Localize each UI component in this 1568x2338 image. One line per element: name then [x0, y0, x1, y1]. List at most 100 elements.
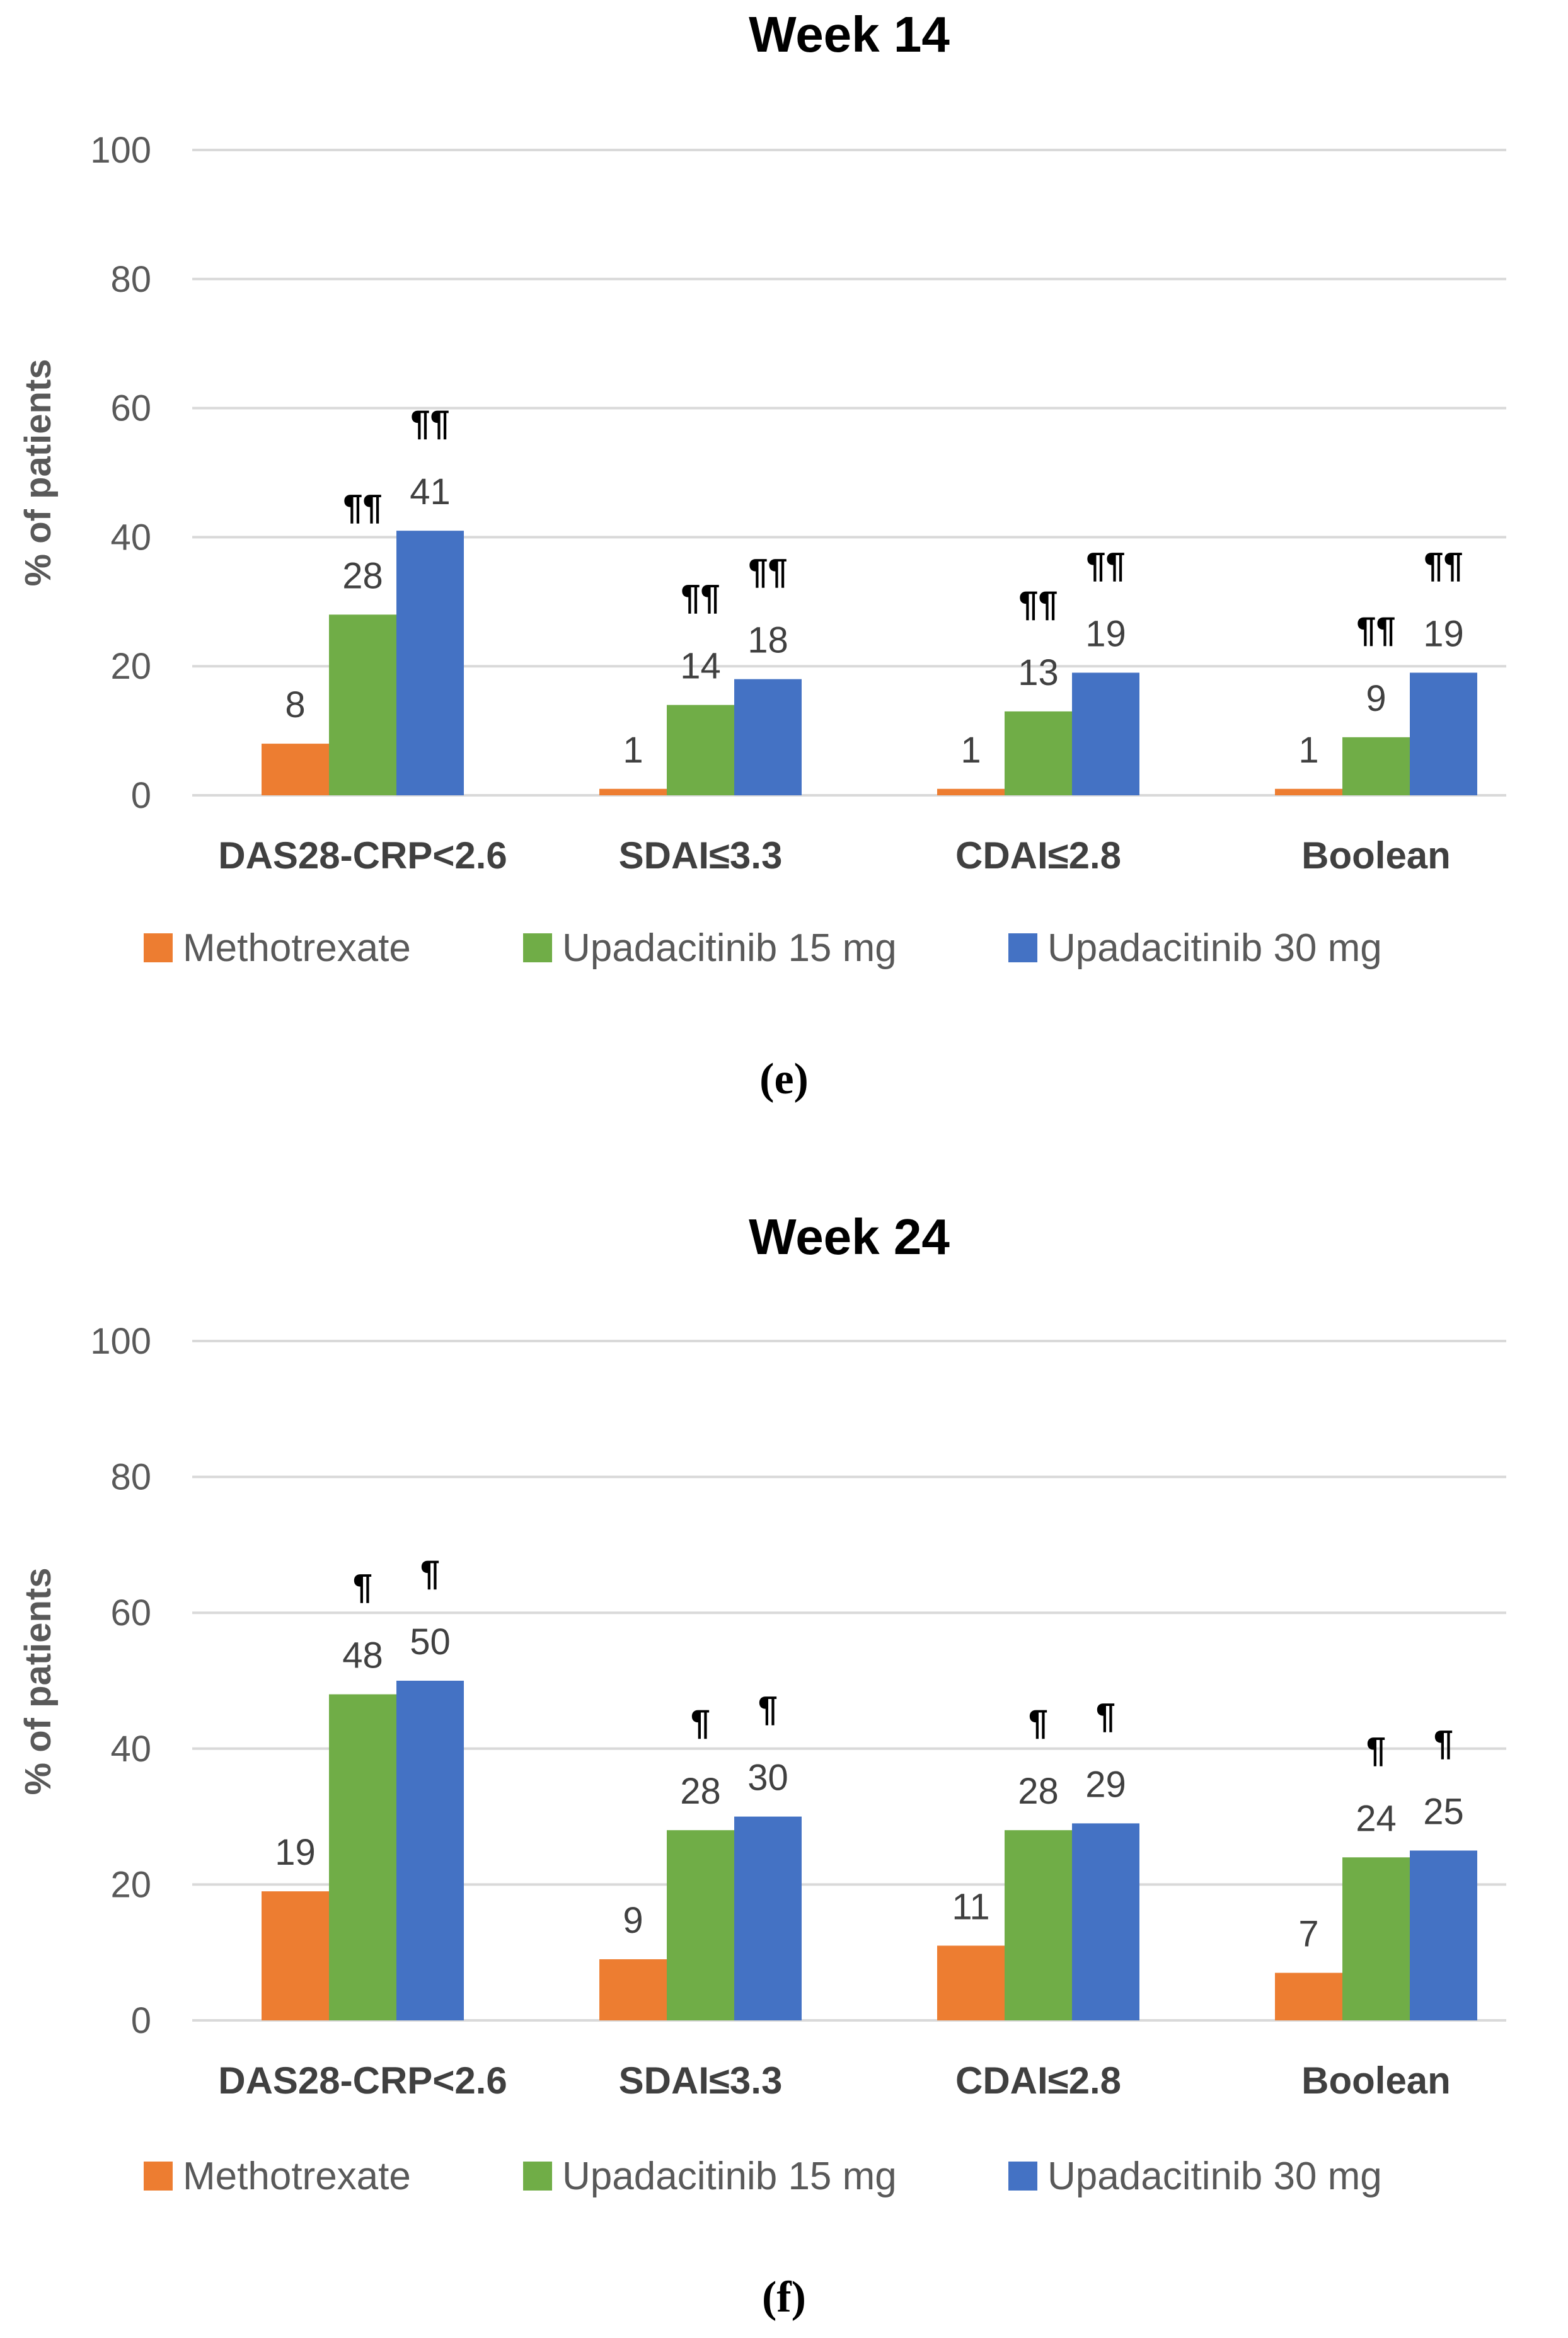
data-label: 50: [410, 1621, 451, 1662]
legend-swatch: [523, 933, 552, 962]
legend-label: Methotrexate: [183, 926, 411, 970]
data-label: 29: [1085, 1764, 1126, 1805]
legend-swatch: [144, 933, 173, 962]
bar-upa30: [1072, 672, 1139, 795]
legend-label: Upadacitinib 15 mg: [562, 2155, 897, 2198]
bar-methotrexate: [262, 1891, 329, 2020]
data-label: 28: [342, 555, 383, 596]
category-label: DAS28-CRP<2.6: [218, 834, 507, 877]
category-label: SDAI≤3.3: [619, 834, 783, 877]
significance-mark: ¶¶: [681, 577, 720, 617]
significance-mark: ¶: [420, 1553, 440, 1592]
data-label: 9: [1366, 678, 1386, 719]
data-label: 9: [623, 1900, 643, 1941]
y-tick-label: 40: [110, 1729, 151, 1770]
data-label: 1: [960, 730, 981, 771]
data-label: 25: [1423, 1792, 1464, 1833]
bar-upa15: [1342, 1857, 1410, 2020]
y-tick-label: 60: [110, 1592, 151, 1633]
data-label: 28: [1018, 1771, 1059, 1812]
significance-mark: ¶: [1029, 1702, 1048, 1742]
y-tick-label: 40: [110, 517, 151, 558]
chart-title: Week 14: [749, 6, 950, 62]
y-tick-label: 100: [90, 130, 151, 171]
bar-upa30: [734, 1816, 802, 2020]
data-label: 28: [680, 1771, 721, 1812]
legend-swatch: [523, 2162, 552, 2191]
category-label: DAS28-CRP<2.6: [218, 2059, 507, 2102]
y-axis-label: % of patients: [18, 359, 59, 587]
significance-mark: ¶¶: [1356, 609, 1395, 649]
bar-methotrexate: [1275, 788, 1342, 795]
bar-upa15: [329, 614, 396, 795]
y-tick-label: 0: [131, 2000, 151, 2041]
significance-mark: ¶: [691, 1702, 710, 1742]
significance-mark: ¶: [1366, 1729, 1386, 1769]
y-tick-label: 80: [110, 1457, 151, 1498]
y-tick-label: 20: [110, 1864, 151, 1905]
significance-mark: ¶¶: [1018, 584, 1058, 623]
chart-title: Week 24: [749, 1209, 950, 1265]
bar-upa30: [396, 531, 464, 795]
significance-mark: ¶¶: [343, 487, 382, 526]
bar-upa15: [1342, 737, 1410, 795]
data-label: 8: [285, 684, 305, 725]
significance-mark: ¶¶: [1424, 544, 1463, 584]
bar-upa30: [396, 1681, 464, 2020]
bar-upa15: [329, 1694, 396, 2020]
y-tick-label: 100: [90, 1321, 151, 1362]
data-label: 11: [952, 1886, 989, 1927]
legend-label: Upadacitinib 30 mg: [1047, 2155, 1382, 2198]
legend-label: Methotrexate: [183, 2155, 411, 2198]
significance-mark: ¶: [1434, 1723, 1453, 1763]
data-label: 7: [1298, 1914, 1318, 1955]
legend-swatch: [144, 2162, 173, 2191]
bar-upa30: [734, 679, 802, 795]
category-label: SDAI≤3.3: [619, 2059, 783, 2102]
data-label: 1: [1298, 730, 1318, 771]
category-label: Boolean: [1301, 834, 1451, 877]
data-label: 41: [410, 471, 451, 512]
data-label: 18: [747, 620, 788, 661]
data-label: 14: [680, 646, 721, 687]
bar-methotrexate: [599, 1959, 667, 2020]
bar-upa15: [667, 705, 734, 795]
data-label: 19: [1423, 613, 1464, 654]
bar-methotrexate: [262, 744, 329, 795]
significance-mark: ¶¶: [410, 403, 449, 442]
data-label: 48: [342, 1635, 383, 1676]
bar-upa15: [667, 1830, 734, 2020]
category-label: Boolean: [1301, 2059, 1451, 2102]
legend-label: Upadacitinib 30 mg: [1047, 926, 1382, 970]
bar-upa30: [1410, 1850, 1477, 2020]
data-label: 19: [275, 1832, 316, 1873]
data-label: 30: [747, 1758, 788, 1799]
data-label: 1: [623, 730, 643, 771]
figure-caption: (f): [762, 2273, 806, 2322]
bar-upa15: [1005, 711, 1072, 795]
data-label: 19: [1085, 613, 1126, 654]
bar-methotrexate: [1275, 1972, 1342, 2020]
significance-mark: ¶¶: [1086, 544, 1125, 584]
bar-methotrexate: [937, 788, 1005, 795]
legend-swatch: [1008, 933, 1037, 962]
y-tick-label: 0: [131, 775, 151, 816]
data-label: 13: [1018, 652, 1059, 693]
significance-mark: ¶: [758, 1689, 778, 1729]
significance-mark: ¶¶: [748, 551, 787, 591]
significance-mark: ¶: [353, 1567, 372, 1606]
y-axis-label: % of patients: [18, 1568, 59, 1795]
y-tick-label: 60: [110, 388, 151, 429]
significance-mark: ¶: [1096, 1695, 1115, 1735]
legend-swatch: [1008, 2162, 1037, 2191]
bar-methotrexate: [937, 1945, 1005, 2020]
y-tick-label: 20: [110, 646, 151, 687]
bar-upa30: [1072, 1823, 1139, 2020]
bar-upa15: [1005, 1830, 1072, 2020]
bar-upa30: [1410, 672, 1477, 795]
data-label: 24: [1356, 1798, 1397, 1839]
category-label: CDAI≤2.8: [955, 834, 1121, 877]
legend-label: Upadacitinib 15 mg: [562, 926, 897, 970]
category-label: CDAI≤2.8: [955, 2059, 1121, 2102]
